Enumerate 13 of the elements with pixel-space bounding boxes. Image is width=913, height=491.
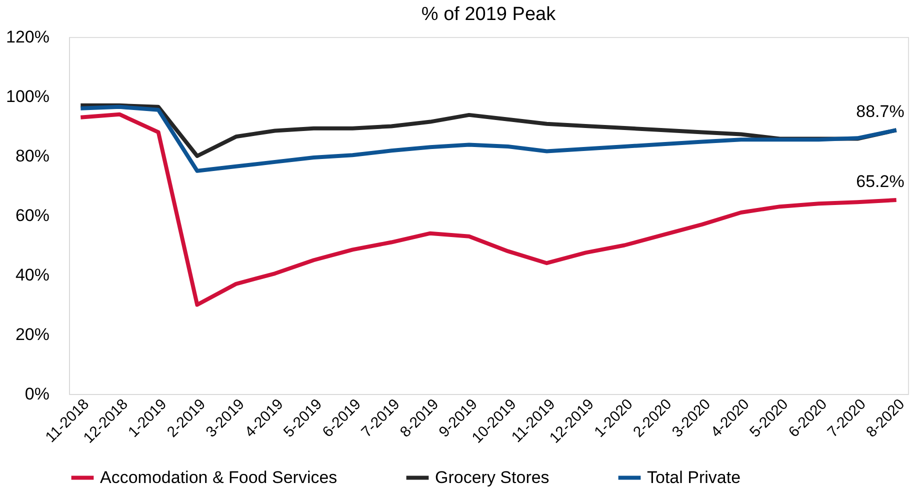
legend-label: Total Private <box>647 468 741 487</box>
y-tick-label: 60% <box>15 206 50 225</box>
y-tick-label: 0% <box>24 384 50 404</box>
y-tick-label: 100% <box>6 87 50 106</box>
y-tick-label: 80% <box>15 146 50 166</box>
legend-label: Grocery Stores <box>435 468 550 487</box>
legend-label: Accomodation & Food Services <box>100 468 338 487</box>
annotation: 65.2% <box>856 172 904 192</box>
y-tick-label: 20% <box>15 325 50 344</box>
annotation: 88.7% <box>856 102 904 122</box>
y-tick-label: 120% <box>6 28 50 46</box>
chart-title: % of 2019 Peak <box>421 4 556 25</box>
y-tick-label: 40% <box>15 266 50 284</box>
